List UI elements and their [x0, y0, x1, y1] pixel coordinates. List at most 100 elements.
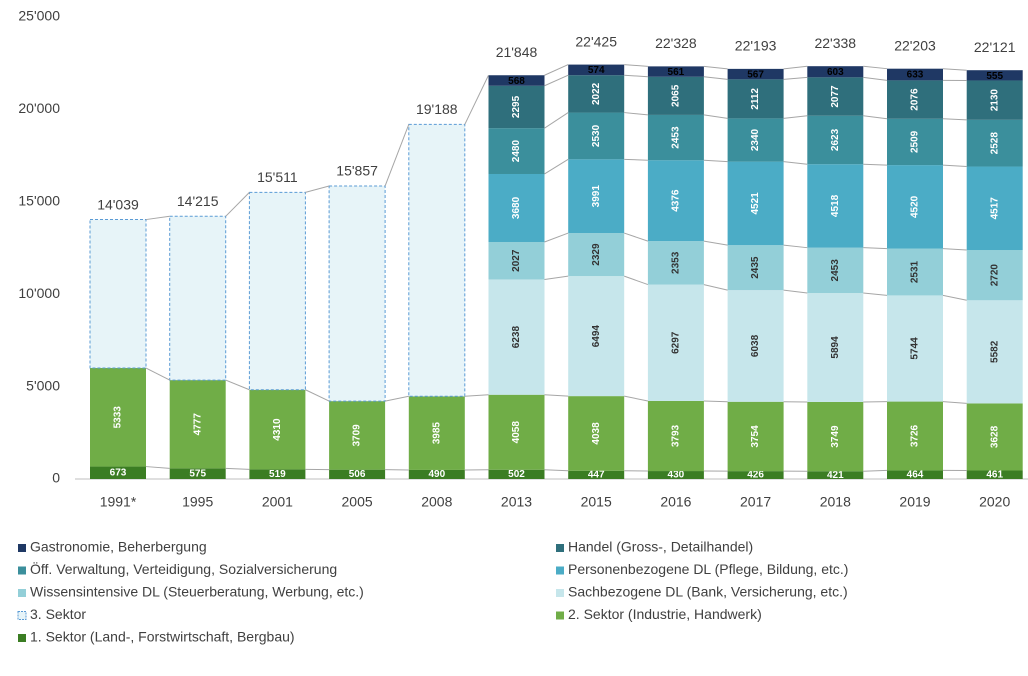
data-label: 3793: [671, 424, 682, 447]
legend-swatch: [556, 567, 564, 575]
bar-segment: [90, 220, 146, 368]
total-label: 22'328: [655, 35, 697, 51]
data-label: 2530: [591, 124, 602, 147]
connector: [545, 395, 569, 396]
x-tick-label: 1995: [182, 494, 213, 510]
data-label: 461: [986, 469, 1003, 480]
data-label: 519: [269, 469, 286, 480]
total-label: 22'193: [735, 38, 777, 54]
data-label: 4520: [910, 195, 921, 218]
legend-swatch: [18, 567, 26, 575]
data-label: 421: [827, 470, 844, 481]
connector: [863, 470, 887, 471]
total-label: 14'215: [177, 193, 219, 209]
data-label: 2112: [750, 88, 761, 110]
connector: [943, 402, 967, 404]
data-label: 2435: [750, 256, 761, 279]
y-tick-label: 20'000: [18, 100, 60, 116]
connector: [863, 77, 887, 80]
connector: [784, 245, 808, 248]
legend-label: Personenbezogene DL (Pflege, Bildung, et…: [568, 561, 848, 577]
x-tick-label: 2016: [660, 494, 691, 510]
connector: [545, 75, 569, 86]
connector: [704, 401, 728, 402]
y-tick-label: 10'000: [18, 285, 60, 301]
data-label: 4058: [511, 421, 522, 444]
data-label: 3754: [750, 425, 761, 448]
total-label: 19'188: [416, 101, 458, 117]
bar-segment: [329, 186, 385, 401]
connector: [704, 66, 728, 68]
data-label: 2329: [591, 243, 602, 266]
legend-label: Sachbezogene DL (Bank, Versicherung, etc…: [568, 584, 848, 600]
total-label: 22'338: [814, 35, 856, 51]
connector: [624, 276, 648, 284]
data-label: 2480: [511, 140, 522, 163]
connector: [704, 115, 728, 118]
x-tick-label: 2001: [262, 494, 293, 510]
data-label: 4518: [830, 194, 841, 217]
connector: [943, 69, 967, 71]
legend-label: 1. Sektor (Land-, Forstwirtschaft, Bergb…: [30, 629, 295, 645]
data-label: 490: [428, 469, 445, 480]
connector: [704, 241, 728, 245]
data-label: 2076: [910, 88, 921, 111]
data-label: 3709: [352, 424, 363, 447]
data-label: 3991: [591, 185, 602, 208]
connector: [704, 77, 728, 80]
x-tick-label: 1991*: [100, 494, 137, 510]
connector: [624, 65, 648, 67]
data-label: 502: [508, 469, 525, 480]
connector: [226, 468, 250, 469]
data-label: 3985: [431, 422, 442, 445]
x-tick-label: 2015: [581, 494, 612, 510]
x-tick-label: 2019: [899, 494, 930, 510]
connector: [146, 467, 170, 469]
data-label: 2077: [830, 85, 841, 108]
x-tick-label: 2020: [979, 494, 1010, 510]
connector: [784, 116, 808, 119]
data-label: 447: [588, 470, 605, 481]
data-label: 6297: [671, 331, 682, 354]
connector: [704, 285, 728, 291]
data-label: 4038: [591, 422, 602, 445]
connector: [943, 119, 967, 120]
y-tick-label: 0: [52, 470, 60, 486]
connector: [863, 66, 887, 68]
y-tick-label: 15'000: [18, 193, 60, 209]
total-label: 22'121: [974, 39, 1016, 55]
connector: [943, 165, 967, 166]
y-tick-label: 25'000: [18, 8, 60, 24]
data-label: 3726: [910, 424, 921, 447]
legend-swatch: [556, 544, 564, 552]
legend-swatch: [18, 589, 26, 597]
x-tick-label: 2018: [820, 494, 851, 510]
connector: [465, 75, 489, 124]
data-label: 2528: [989, 132, 1000, 155]
connector: [226, 192, 250, 216]
total-label: 14'039: [97, 196, 139, 212]
data-label: 2130: [989, 89, 1000, 112]
connector: [146, 216, 170, 219]
data-label: 568: [508, 76, 525, 87]
connector: [784, 66, 808, 69]
data-label: 4521: [750, 192, 761, 215]
connector: [863, 293, 887, 295]
legend-swatch: [556, 612, 564, 620]
data-label: 5333: [113, 406, 124, 429]
legend-label: Wissensintensive DL (Steuerberatung, Wer…: [30, 584, 364, 600]
data-label: 555: [986, 71, 1003, 82]
data-label: 2453: [830, 259, 841, 282]
data-label: 2623: [830, 128, 841, 151]
connector: [784, 290, 808, 293]
data-label: 633: [907, 69, 924, 80]
connector: [863, 248, 887, 249]
connector: [385, 396, 409, 401]
data-label: 3749: [830, 425, 841, 448]
data-label: 5582: [989, 340, 1000, 363]
data-label: 464: [907, 469, 924, 480]
bar-segment: [409, 124, 465, 396]
connector: [624, 233, 648, 241]
x-tick-label: 2008: [421, 494, 452, 510]
